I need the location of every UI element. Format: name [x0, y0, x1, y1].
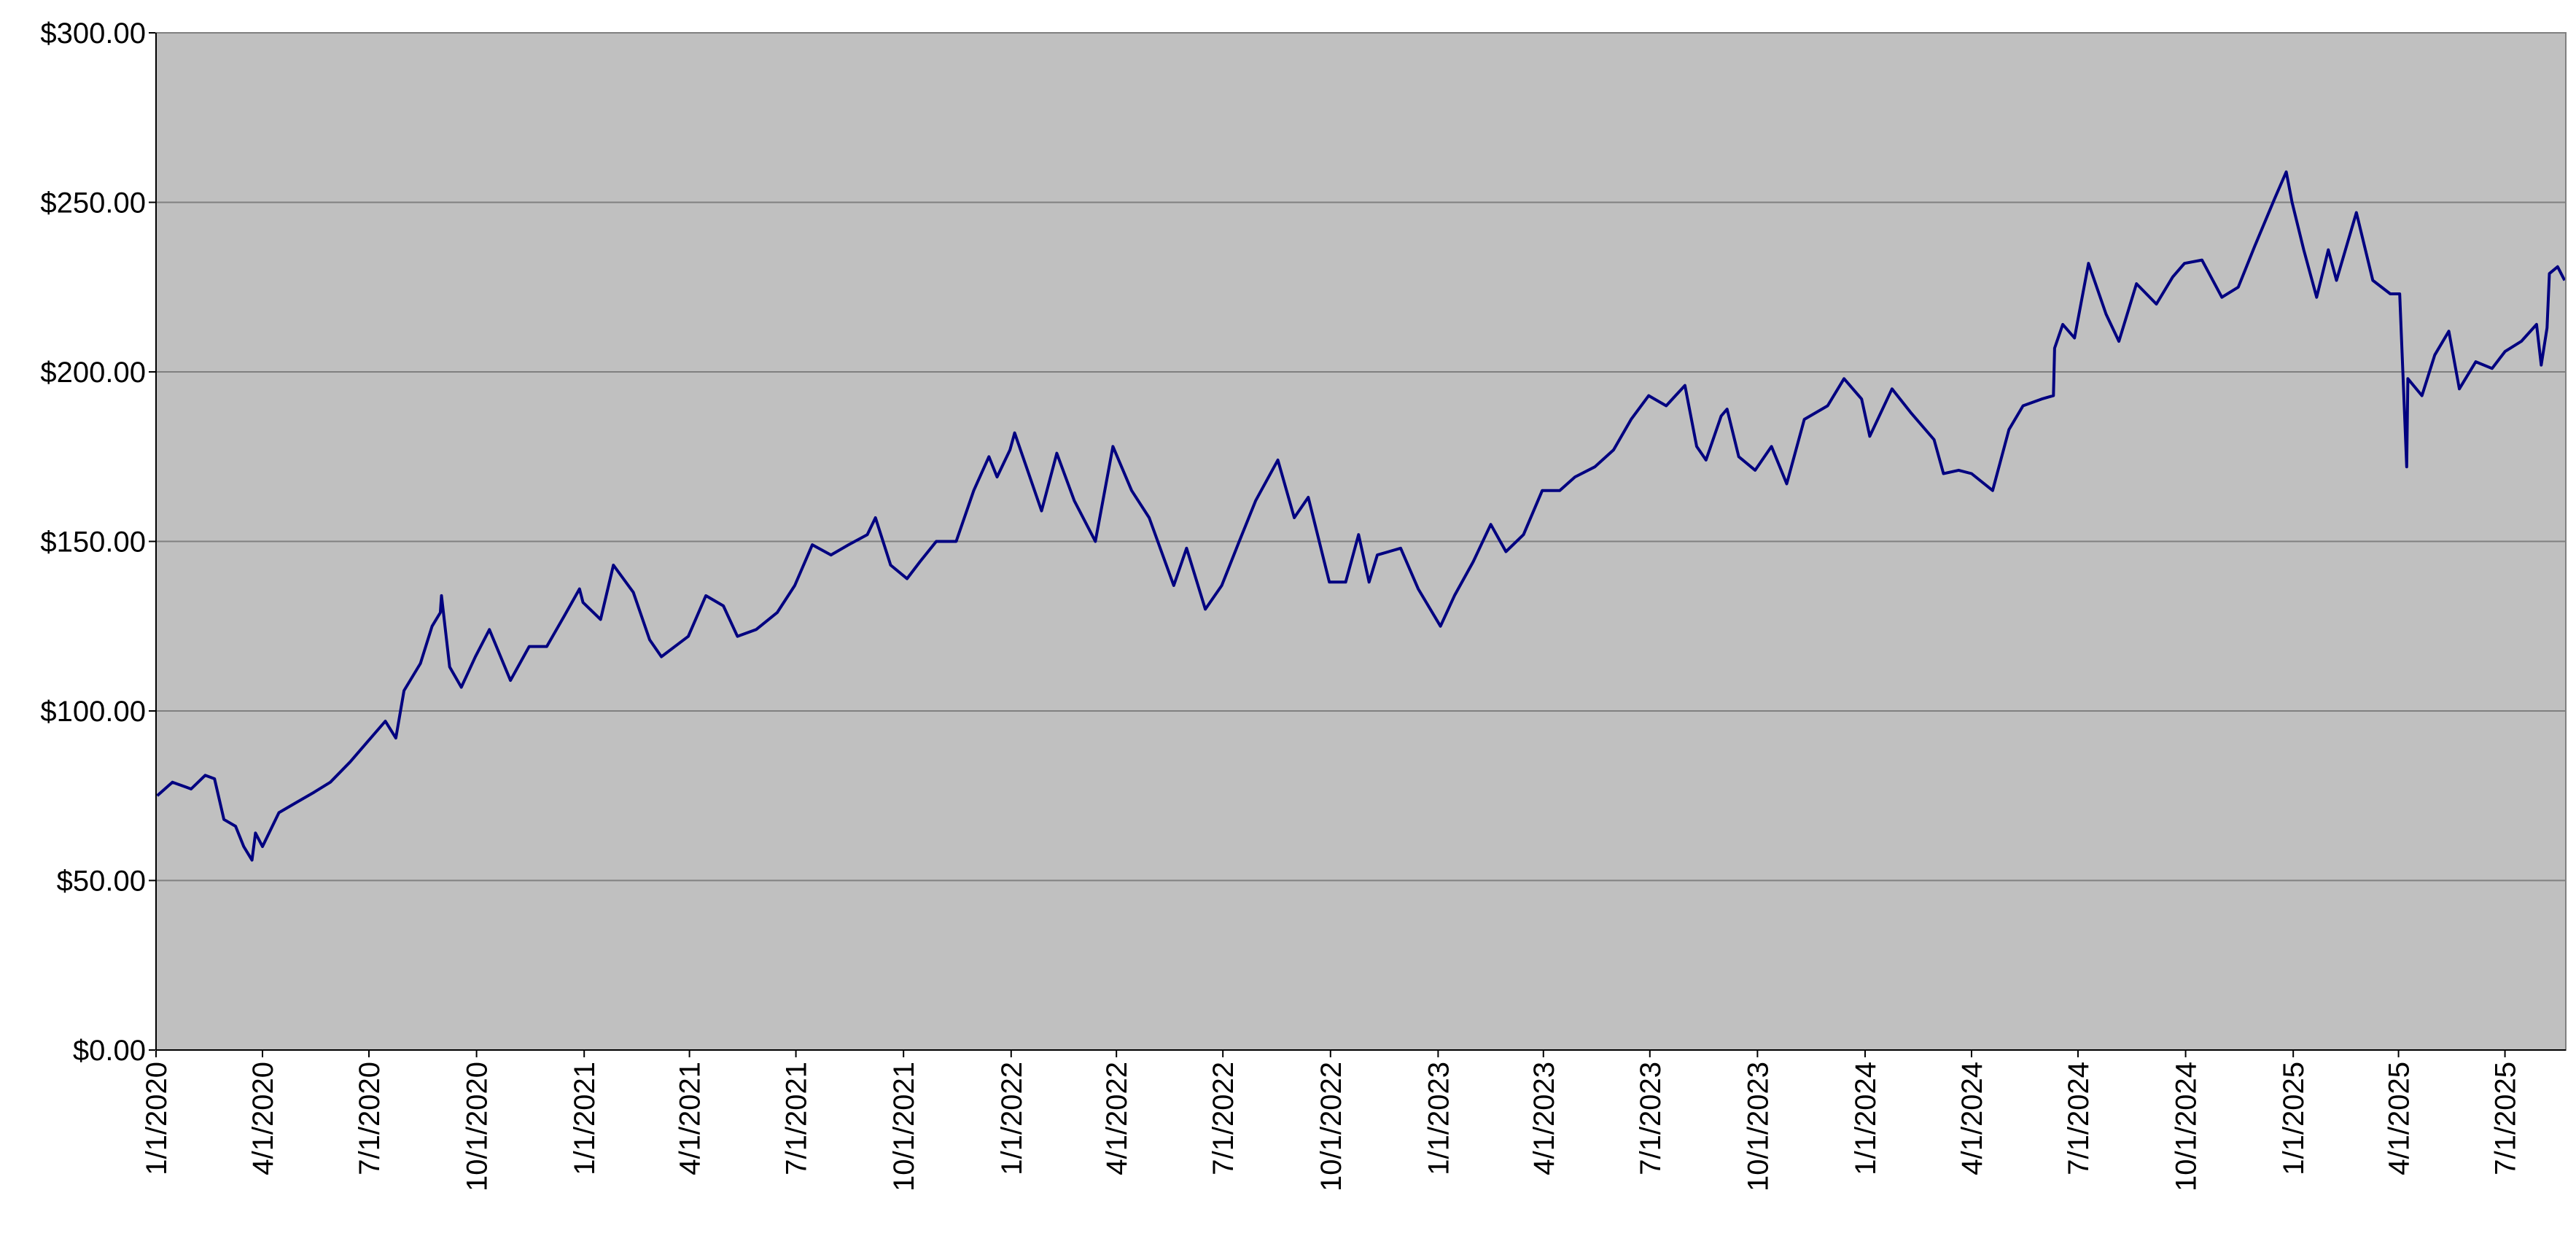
- y-tick-label: $250.00: [40, 187, 146, 219]
- x-tick-label: 7/1/2023: [1635, 1062, 1667, 1175]
- x-tick-label: 4/1/2020: [247, 1062, 279, 1175]
- x-tick-label: 4/1/2024: [1956, 1062, 1988, 1175]
- x-tick-label: 4/1/2021: [674, 1062, 707, 1175]
- y-tick-label: $50.00: [57, 866, 146, 898]
- x-tick-label: 4/1/2023: [1528, 1062, 1560, 1175]
- x-tick-label: 10/1/2022: [1315, 1062, 1347, 1191]
- x-tick-label: 1/1/2024: [1850, 1062, 1882, 1175]
- x-tick-label: 7/1/2024: [2063, 1062, 2095, 1175]
- y-tick-label: $200.00: [40, 357, 146, 389]
- x-tick-label: 10/1/2020: [462, 1062, 494, 1191]
- x-tick-label: 1/1/2022: [996, 1062, 1028, 1175]
- x-tick-label: 1/1/2025: [2278, 1062, 2310, 1175]
- x-tick-label: 1/1/2021: [569, 1062, 601, 1175]
- y-tick-label: $100.00: [40, 696, 146, 728]
- x-tick-label: 10/1/2024: [2171, 1062, 2203, 1191]
- x-tick-label: 7/1/2020: [354, 1062, 386, 1175]
- y-tick-label: $150.00: [40, 526, 146, 559]
- y-tick-label: $300.00: [40, 18, 146, 50]
- x-tick-label: 10/1/2023: [1742, 1062, 1774, 1191]
- x-tick-label: 1/1/2023: [1423, 1062, 1455, 1175]
- x-tick-label: 4/1/2022: [1101, 1062, 1133, 1175]
- x-tick-label: 4/1/2025: [2384, 1062, 2416, 1175]
- x-tick-label: 7/1/2021: [781, 1062, 813, 1175]
- price-line: [156, 170, 2567, 862]
- x-tick-label: 7/1/2025: [2490, 1062, 2522, 1175]
- x-tick-label: 1/1/2020: [141, 1062, 173, 1175]
- x-tick-label: 7/1/2022: [1207, 1062, 1240, 1175]
- x-tick-label: 10/1/2021: [888, 1062, 920, 1191]
- y-tick-label: $0.00: [73, 1035, 146, 1067]
